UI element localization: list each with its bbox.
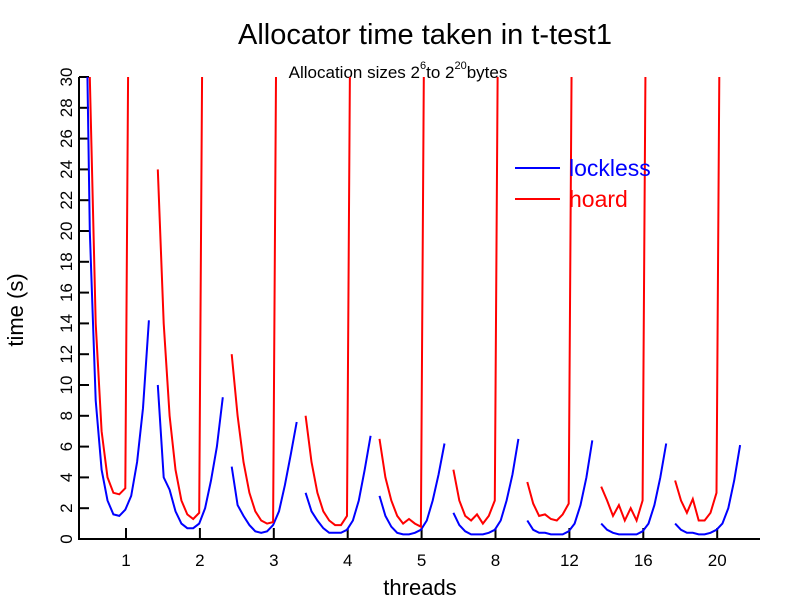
lockless-line-group-3 [230, 421, 298, 534]
x-tick-label: 5 [417, 551, 426, 570]
legend-label-hoard: hoard [569, 186, 628, 212]
hoard-line-group-6 [452, 77, 499, 526]
subtitle-exp1: 6 [420, 60, 426, 72]
legend: lockless hoard [515, 155, 651, 212]
y-tick-label: 30 [57, 68, 76, 87]
legend-label-lockless: lockless [569, 155, 651, 181]
lockless-line-group-7 [526, 440, 594, 536]
y-tick-label: 22 [57, 191, 76, 210]
chart-subtitle: Allocation sizes 26to 220bytes [289, 60, 508, 82]
lockless-line-group-6 [452, 438, 520, 536]
chart-title: Allocator time taken in t-test1 [238, 19, 612, 51]
x-tick-label: 3 [269, 551, 278, 570]
hoard-line-group-4 [304, 77, 351, 527]
x-tick-label: 16 [634, 551, 653, 570]
plot-lines [86, 77, 742, 536]
x-tick-label: 20 [708, 551, 727, 570]
y-tick-label: 18 [57, 252, 76, 271]
y-tick-label: 6 [57, 442, 76, 451]
y-axis-label: time (s) [3, 273, 28, 346]
hoard-line-group-5 [378, 77, 425, 529]
y-tick-label: 20 [57, 222, 76, 241]
y-tick-label: 28 [57, 98, 76, 117]
lockless-line-group-8 [600, 443, 668, 536]
x-tick-label: 8 [491, 551, 500, 570]
y-tick-label: 14 [57, 314, 76, 333]
lockless-line-group-4 [304, 435, 372, 534]
hoard-line-group-7 [526, 77, 573, 522]
lockless-line-group-5 [378, 443, 446, 536]
y-tick-label: 10 [57, 376, 76, 395]
y-tick-label: 16 [57, 283, 76, 302]
y-tick-label: 24 [57, 160, 76, 179]
subtitle-suffix: bytes [467, 63, 508, 82]
y-tick-label: 26 [57, 129, 76, 148]
y-tick-label: 2 [57, 503, 76, 512]
x-tick-label: 1 [121, 551, 130, 570]
lockless-line-group-2 [156, 384, 224, 530]
hoard-line-group-2 [156, 77, 204, 521]
y-tick-label: 0 [57, 534, 76, 543]
y-tick-label: 8 [57, 411, 76, 420]
subtitle-exp2: 20 [454, 60, 466, 72]
hoard-line-group-8 [600, 77, 647, 524]
x-tick-label: 12 [560, 551, 579, 570]
x-axis-label: threads [383, 575, 456, 600]
lockless-line-group-1 [86, 77, 150, 518]
x-tick-label: 4 [343, 551, 352, 570]
x-tick-label: 2 [195, 551, 204, 570]
hoard-line-group-3 [230, 77, 277, 525]
subtitle-middle: to 2 [426, 63, 454, 82]
hoard-line-group-1 [88, 77, 130, 496]
lockless-line-group-9 [674, 444, 742, 536]
hoard-line-group-9 [674, 77, 721, 522]
y-tick-label: 12 [57, 345, 76, 364]
subtitle-prefix: Allocation sizes 2 [289, 63, 420, 82]
y-tick-label: 4 [57, 473, 76, 482]
